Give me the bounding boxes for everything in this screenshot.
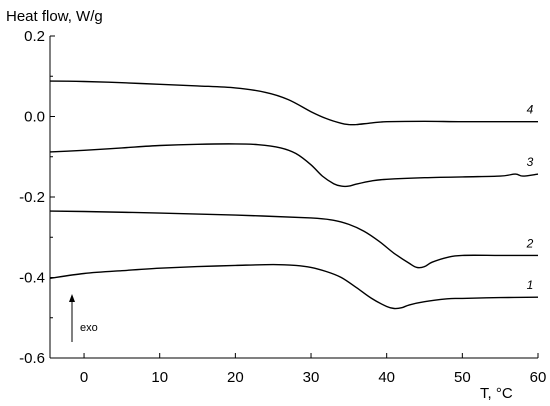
x-tick-label: 0 <box>80 369 88 386</box>
x-tick-label: 10 <box>151 369 168 386</box>
series-line-3 <box>49 143 539 188</box>
series-label-2: 2 <box>526 236 534 250</box>
exo-label: exo <box>80 322 98 334</box>
x-tick-label: 30 <box>303 369 320 386</box>
y-tick-label: 0.0 <box>24 109 45 126</box>
series-label-1: 1 <box>527 278 534 292</box>
x-tick-label: 60 <box>530 369 547 386</box>
chart-series-labels: 4 3 2 1 <box>526 103 534 292</box>
series-line-2 <box>49 210 538 269</box>
y-tick-label: -0.4 <box>19 270 45 287</box>
exo-indicator: exo <box>69 294 98 342</box>
series-label-4: 4 <box>527 103 534 117</box>
series-line-1 <box>49 263 539 310</box>
x-tick-label: 40 <box>378 369 395 386</box>
chart-axes <box>49 36 538 359</box>
x-tick-label: 20 <box>227 369 244 386</box>
series-line-4 <box>49 80 538 126</box>
exo-arrowhead-icon <box>69 294 75 302</box>
x-axis-title: T, °C <box>480 385 513 402</box>
x-tick-label: 50 <box>454 369 471 386</box>
chart-ticks: 0 10 20 30 40 50 60 0.2 0.0 -0.2 -0.4 -0.6 <box>19 28 546 386</box>
y-tick-label: -0.6 <box>19 350 45 367</box>
series-label-3: 3 <box>527 155 534 169</box>
y-axis-title: Heat flow, W/g <box>6 8 103 25</box>
chart-series-lines <box>49 80 539 310</box>
y-tick-label: -0.2 <box>19 189 45 206</box>
y-tick-label: 0.2 <box>24 28 45 45</box>
